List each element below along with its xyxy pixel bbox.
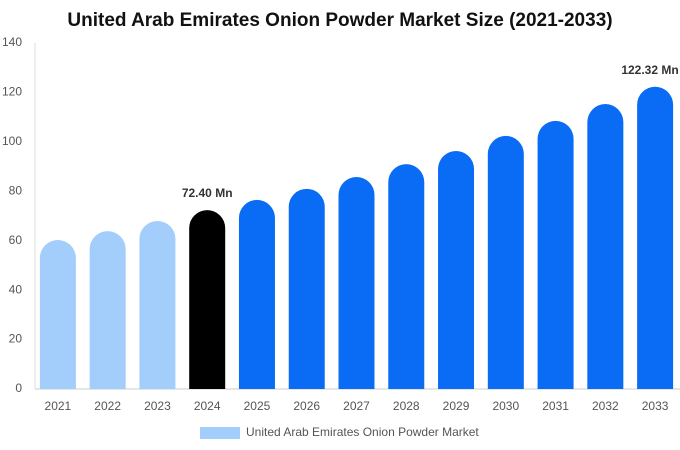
value-label: 122.32 Mn bbox=[621, 63, 678, 77]
x-tick-label: 2031 bbox=[542, 399, 569, 413]
x-tick-label: 2021 bbox=[45, 399, 72, 413]
x-tick-label: 2026 bbox=[293, 399, 320, 413]
x-tick-label: 2033 bbox=[642, 399, 669, 413]
bar bbox=[537, 120, 574, 389]
bar bbox=[587, 104, 624, 390]
value-label: 72.40 Mn bbox=[182, 186, 233, 200]
bar bbox=[39, 239, 76, 389]
x-tick-label: 2023 bbox=[144, 399, 171, 413]
bar bbox=[487, 135, 524, 389]
y-tick-label: 60 bbox=[9, 233, 23, 247]
x-tick-label: 2029 bbox=[443, 399, 470, 413]
bar bbox=[89, 231, 126, 389]
bar bbox=[288, 188, 325, 389]
x-tick-label: 2024 bbox=[194, 399, 221, 413]
y-tick-label: 0 bbox=[15, 381, 22, 395]
x-tick-label: 2025 bbox=[244, 399, 271, 413]
x-tick-label: 2032 bbox=[592, 399, 619, 413]
bar bbox=[637, 86, 674, 389]
bar bbox=[139, 220, 176, 389]
chart-title: United Arab Emirates Onion Powder Market… bbox=[67, 10, 612, 31]
x-tick-label: 2022 bbox=[94, 399, 121, 413]
bar bbox=[338, 176, 375, 389]
y-tick-label: 140 bbox=[2, 35, 22, 49]
bar bbox=[238, 199, 275, 389]
y-tick-label: 100 bbox=[2, 134, 22, 148]
legend-swatch bbox=[200, 427, 240, 439]
bar bbox=[388, 164, 425, 389]
bar bbox=[438, 151, 475, 389]
y-tick-label: 120 bbox=[2, 85, 22, 99]
x-tick-label: 2027 bbox=[343, 399, 370, 413]
bar bbox=[189, 210, 226, 389]
y-tick-label: 20 bbox=[9, 332, 23, 346]
x-tick-label: 2028 bbox=[393, 399, 420, 413]
y-tick-label: 80 bbox=[9, 183, 23, 197]
y-tick-label: 40 bbox=[9, 282, 23, 296]
legend-label: United Arab Emirates Onion Powder Market bbox=[246, 425, 479, 439]
x-tick-label: 2030 bbox=[492, 399, 519, 413]
